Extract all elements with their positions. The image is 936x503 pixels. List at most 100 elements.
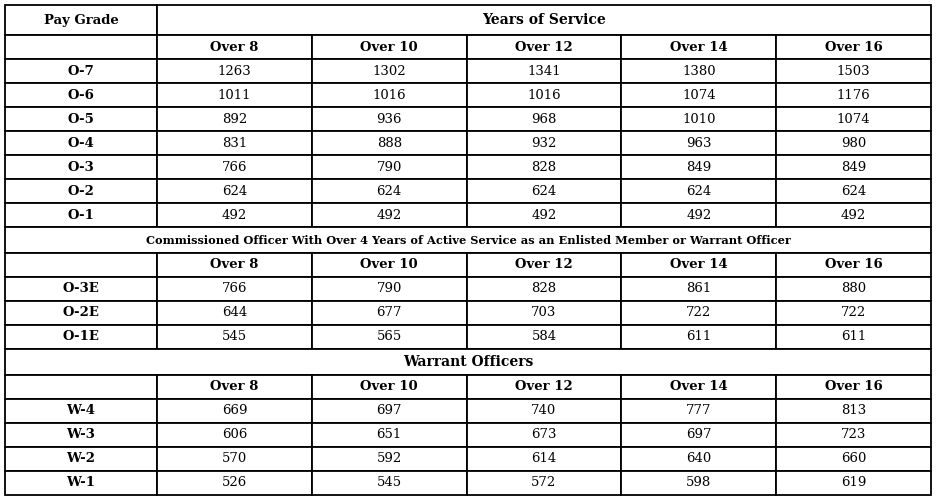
Bar — [776, 155, 931, 179]
Bar — [312, 253, 467, 277]
Bar — [312, 277, 467, 301]
Text: W-1: W-1 — [66, 476, 95, 489]
Bar — [5, 35, 157, 59]
Text: 1302: 1302 — [373, 64, 406, 77]
Bar — [467, 301, 622, 325]
Bar — [622, 131, 776, 155]
Text: 526: 526 — [222, 476, 247, 489]
Bar — [622, 253, 776, 277]
Bar — [467, 203, 622, 227]
Text: 703: 703 — [532, 306, 557, 319]
Text: 790: 790 — [376, 160, 402, 174]
Bar — [622, 107, 776, 131]
Text: 892: 892 — [222, 113, 247, 126]
Text: 932: 932 — [532, 136, 557, 149]
Bar — [312, 35, 467, 59]
Bar — [467, 155, 622, 179]
Text: O-7: O-7 — [67, 64, 95, 77]
Bar — [312, 301, 467, 325]
Bar — [467, 375, 622, 399]
Text: O-3E: O-3E — [63, 283, 99, 295]
Bar — [5, 5, 157, 35]
Bar — [622, 179, 776, 203]
Bar — [776, 301, 931, 325]
Text: 1503: 1503 — [837, 64, 870, 77]
Text: 1176: 1176 — [837, 89, 870, 102]
Text: Over 8: Over 8 — [211, 380, 258, 393]
Text: W-4: W-4 — [66, 404, 95, 417]
Bar — [312, 423, 467, 447]
Bar — [467, 399, 622, 423]
Bar — [467, 107, 622, 131]
Bar — [5, 349, 931, 375]
Text: 828: 828 — [532, 160, 557, 174]
Text: 1074: 1074 — [837, 113, 870, 126]
Text: 606: 606 — [222, 429, 247, 442]
Bar — [312, 471, 467, 495]
Bar — [157, 253, 312, 277]
Bar — [312, 447, 467, 471]
Bar — [622, 277, 776, 301]
Bar — [776, 253, 931, 277]
Text: 640: 640 — [686, 453, 711, 465]
Bar — [312, 59, 467, 83]
Bar — [776, 399, 931, 423]
Text: O-1: O-1 — [67, 209, 95, 221]
Text: 572: 572 — [532, 476, 557, 489]
Bar — [467, 471, 622, 495]
Text: Over 12: Over 12 — [515, 380, 573, 393]
Text: O-5: O-5 — [67, 113, 95, 126]
Bar — [776, 59, 931, 83]
Bar — [157, 5, 931, 35]
Text: 492: 492 — [841, 209, 866, 221]
Bar — [312, 131, 467, 155]
Text: O-2E: O-2E — [63, 306, 99, 319]
Bar — [157, 179, 312, 203]
Text: 723: 723 — [841, 429, 867, 442]
Bar — [776, 131, 931, 155]
Bar — [5, 325, 157, 349]
Bar — [467, 131, 622, 155]
Text: 766: 766 — [222, 283, 247, 295]
Text: 611: 611 — [686, 330, 711, 344]
Bar — [622, 35, 776, 59]
Text: O-3: O-3 — [67, 160, 95, 174]
Text: Over 16: Over 16 — [825, 41, 883, 53]
Text: 963: 963 — [686, 136, 711, 149]
Text: 861: 861 — [686, 283, 711, 295]
Bar — [5, 59, 157, 83]
Text: 740: 740 — [532, 404, 557, 417]
Text: 722: 722 — [686, 306, 711, 319]
Text: Over 14: Over 14 — [670, 41, 727, 53]
Bar — [776, 325, 931, 349]
Bar — [467, 253, 622, 277]
Bar — [157, 447, 312, 471]
Text: 813: 813 — [841, 404, 866, 417]
Text: 722: 722 — [841, 306, 866, 319]
Bar — [776, 423, 931, 447]
Bar — [622, 447, 776, 471]
Bar — [467, 179, 622, 203]
Bar — [5, 179, 157, 203]
Bar — [5, 447, 157, 471]
Bar — [622, 325, 776, 349]
Text: 624: 624 — [532, 185, 557, 198]
Text: 677: 677 — [376, 306, 402, 319]
Text: 611: 611 — [841, 330, 866, 344]
Bar — [157, 423, 312, 447]
Bar — [5, 253, 157, 277]
Bar — [776, 83, 931, 107]
Text: 492: 492 — [532, 209, 557, 221]
Bar — [5, 301, 157, 325]
Bar — [157, 83, 312, 107]
Bar — [776, 471, 931, 495]
Bar — [312, 399, 467, 423]
Bar — [312, 179, 467, 203]
Text: 492: 492 — [686, 209, 711, 221]
Text: Over 16: Over 16 — [825, 259, 883, 272]
Bar — [5, 131, 157, 155]
Bar — [157, 35, 312, 59]
Bar — [312, 107, 467, 131]
Bar — [467, 59, 622, 83]
Text: 624: 624 — [686, 185, 711, 198]
